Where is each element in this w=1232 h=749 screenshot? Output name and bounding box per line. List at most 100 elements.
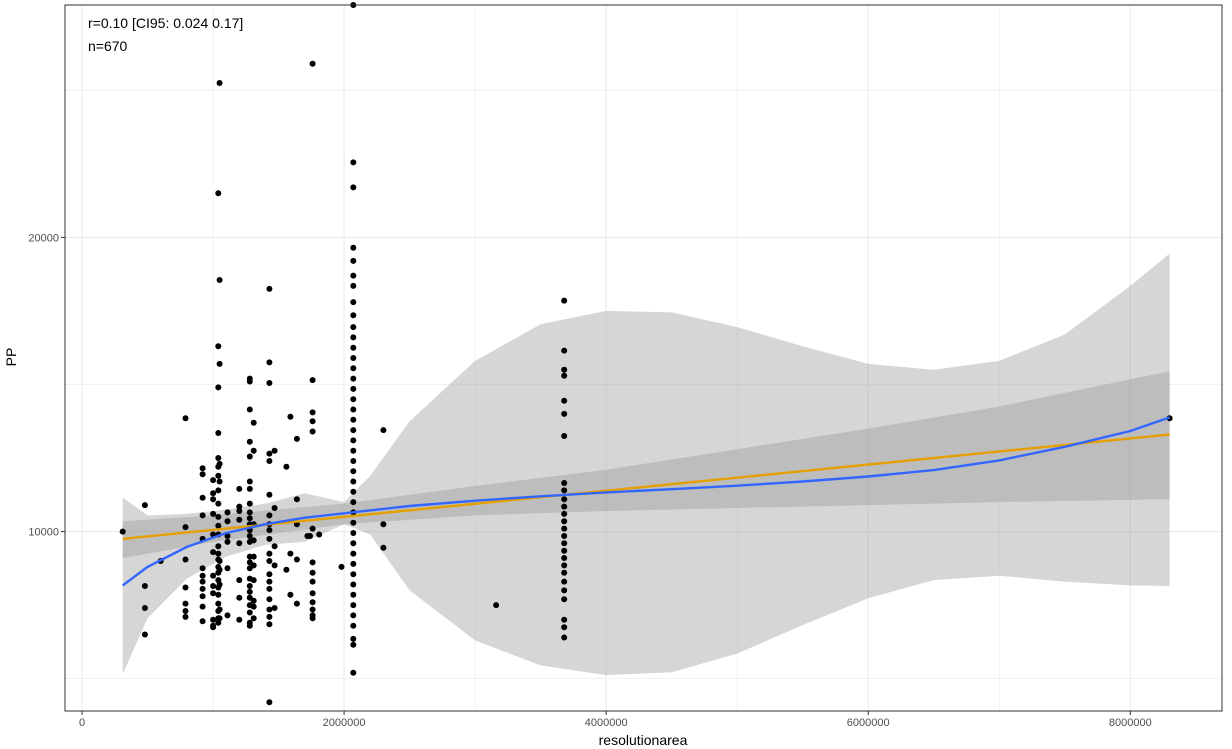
y-tick-label: 10000 <box>28 527 59 539</box>
data-point <box>309 578 316 585</box>
data-point <box>309 606 316 613</box>
data-point <box>199 603 206 610</box>
data-point <box>350 560 357 567</box>
data-point <box>350 282 357 289</box>
data-point <box>216 566 223 573</box>
data-point <box>215 472 222 479</box>
data-point <box>250 553 257 560</box>
data-point <box>266 613 273 620</box>
data-point <box>350 244 357 251</box>
data-point <box>182 608 189 614</box>
data-point <box>250 577 257 584</box>
data-point <box>141 605 148 611</box>
loess-confidence-band <box>122 253 1170 676</box>
y-tick-label: 20000 <box>28 232 59 244</box>
linear-confidence-band <box>122 371 1170 558</box>
data-point <box>266 512 273 519</box>
data-point <box>309 559 316 566</box>
data-point <box>266 380 273 386</box>
data-point <box>210 496 217 503</box>
data-point <box>350 344 357 351</box>
data-point <box>561 297 568 304</box>
data-point <box>350 184 357 191</box>
fit-lines <box>121 416 1170 587</box>
data-point <box>350 540 357 547</box>
data-point <box>216 277 223 283</box>
data-point <box>216 460 223 467</box>
data-point <box>350 550 357 557</box>
data-point <box>338 563 345 570</box>
data-point <box>561 624 568 631</box>
data-point <box>250 419 257 426</box>
data-point <box>182 584 189 591</box>
data-point <box>182 415 189 422</box>
data-point <box>215 513 222 520</box>
data-point <box>246 622 253 629</box>
data-point <box>224 612 231 619</box>
data-point <box>210 572 217 579</box>
data-point <box>215 190 222 197</box>
data-point <box>350 622 357 629</box>
data-point <box>350 299 357 306</box>
data-point <box>350 365 357 372</box>
data-point <box>210 616 217 623</box>
data-point <box>199 471 206 478</box>
data-point <box>141 583 148 589</box>
data-point <box>309 525 316 532</box>
data-point <box>271 447 278 454</box>
data-point <box>236 540 243 547</box>
data-point <box>293 600 300 607</box>
data-point <box>266 535 273 542</box>
data-point <box>236 516 243 523</box>
data-point <box>350 272 357 279</box>
data-point <box>199 465 206 472</box>
data-point <box>119 528 126 535</box>
data-point <box>350 478 357 485</box>
data-point <box>561 587 568 594</box>
data-point <box>215 591 222 598</box>
data-point <box>246 485 253 492</box>
data-point <box>250 597 257 604</box>
data-point <box>246 438 253 445</box>
data-point <box>293 556 300 563</box>
data-point <box>236 503 243 510</box>
data-point <box>210 624 217 631</box>
data-point <box>224 538 231 545</box>
data-point <box>561 555 568 561</box>
data-point <box>266 606 273 613</box>
data-point <box>350 375 357 382</box>
data-point <box>380 544 387 551</box>
data-point <box>246 453 253 460</box>
data-point <box>266 550 273 557</box>
data-point <box>350 406 357 413</box>
data-point <box>210 510 217 517</box>
data-point <box>236 577 243 584</box>
data-point <box>216 80 223 86</box>
data-point <box>266 450 273 457</box>
x-tick-label: 8000000 <box>1109 717 1152 729</box>
data-point <box>199 593 206 600</box>
data-point <box>215 343 222 350</box>
data-point <box>350 385 357 392</box>
data-point <box>224 565 231 572</box>
data-point <box>215 500 222 507</box>
data-point <box>350 519 357 526</box>
data-point <box>199 585 206 592</box>
data-point <box>216 606 223 613</box>
data-point <box>266 699 273 706</box>
data-point <box>350 324 357 331</box>
data-point <box>250 447 257 454</box>
data-point <box>246 533 253 539</box>
data-point <box>561 634 568 641</box>
data-point <box>141 631 148 638</box>
data-point <box>287 591 294 598</box>
confidence-bands <box>122 253 1170 676</box>
linear-fit-line <box>122 433 1170 541</box>
data-point <box>561 547 568 554</box>
data-point <box>141 502 148 509</box>
x-tick-label: 2000000 <box>323 717 366 729</box>
data-point <box>215 487 222 494</box>
data-point <box>561 616 568 623</box>
data-point <box>210 590 217 597</box>
